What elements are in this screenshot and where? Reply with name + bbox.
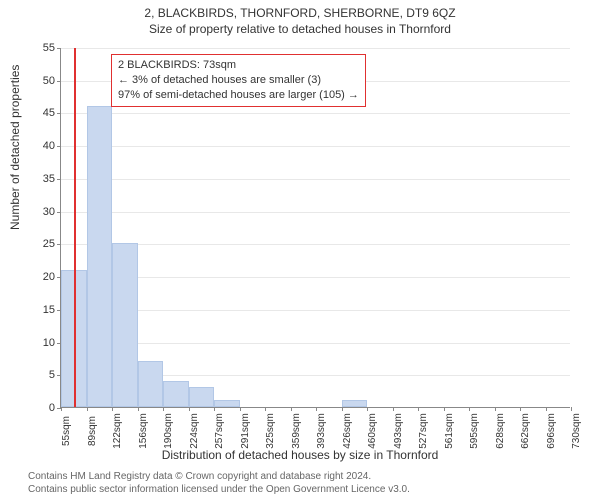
ytick-label: 40 [43, 140, 55, 152]
title-sub: Size of property relative to detached ho… [0, 22, 600, 36]
xtick-mark [469, 407, 470, 411]
ytick-label: 0 [49, 402, 55, 414]
xtick-label: 55sqm [61, 416, 72, 446]
gridline-h [61, 113, 570, 114]
plot-region: 051015202530354045505555sqm89sqm122sqm15… [60, 48, 570, 408]
histogram-bar [163, 381, 189, 407]
xtick-label: 696sqm [546, 413, 557, 449]
xtick-mark [87, 407, 88, 411]
ytick-label: 50 [43, 75, 55, 87]
ytick-label: 10 [43, 337, 55, 349]
footer-line-2: Contains public sector information licen… [28, 483, 410, 496]
ytick-label: 20 [43, 271, 55, 283]
xtick-mark [571, 407, 572, 411]
xtick-label: 460sqm [367, 413, 378, 449]
xtick-mark [138, 407, 139, 411]
xtick-label: 493sqm [393, 413, 404, 449]
ytick-label: 45 [43, 107, 55, 119]
xtick-label: 89sqm [87, 416, 98, 446]
xtick-mark [265, 407, 266, 411]
xtick-mark [291, 407, 292, 411]
footer-line-1: Contains HM Land Registry data © Crown c… [28, 470, 410, 483]
xtick-label: 156sqm [138, 413, 149, 449]
ytick-mark [57, 113, 61, 114]
xtick-mark [342, 407, 343, 411]
ytick-label: 35 [43, 173, 55, 185]
gridline-h [61, 146, 570, 147]
xtick-label: 122sqm [112, 413, 123, 449]
ytick-label: 30 [43, 206, 55, 218]
xtick-mark [520, 407, 521, 411]
xtick-label: 359sqm [291, 413, 302, 449]
xtick-mark [112, 407, 113, 411]
gridline-h [61, 212, 570, 213]
xtick-mark [546, 407, 547, 411]
xtick-mark [444, 407, 445, 411]
chart-area: 051015202530354045505555sqm89sqm122sqm15… [60, 48, 570, 408]
title-block: 2, BLACKBIRDS, THORNFORD, SHERBORNE, DT9… [0, 0, 600, 36]
ytick-label: 15 [43, 304, 55, 316]
annotation-line: 2 BLACKBIRDS: 73sqm [118, 58, 359, 73]
ytick-mark [57, 179, 61, 180]
xtick-label: 662sqm [520, 413, 531, 449]
annotation-box: 2 BLACKBIRDS: 73sqm← 3% of detached hous… [111, 54, 366, 107]
ytick-mark [57, 146, 61, 147]
annotation-line: 97% of semi-detached houses are larger (… [118, 88, 359, 103]
xtick-label: 291sqm [240, 413, 251, 449]
reference-line [74, 48, 76, 407]
xtick-mark [240, 407, 241, 411]
xtick-mark [189, 407, 190, 411]
histogram-bar [189, 387, 215, 407]
xtick-label: 426sqm [342, 413, 353, 449]
xtick-mark [61, 407, 62, 411]
y-axis-label: Number of detached properties [8, 65, 22, 230]
histogram-bar [214, 400, 240, 407]
xtick-mark [163, 407, 164, 411]
xtick-mark [214, 407, 215, 411]
xtick-label: 224sqm [189, 413, 200, 449]
histogram-bar [138, 361, 164, 407]
histogram-bar [112, 243, 138, 407]
ytick-label: 5 [49, 369, 55, 381]
xtick-label: 595sqm [469, 413, 480, 449]
histogram-bar [87, 106, 113, 407]
xtick-label: 561sqm [444, 413, 455, 449]
xtick-label: 730sqm [571, 413, 582, 449]
xtick-mark [367, 407, 368, 411]
ytick-label: 55 [43, 42, 55, 54]
xtick-mark [316, 407, 317, 411]
gridline-h [61, 179, 570, 180]
annotation-line: ← 3% of detached houses are smaller (3) [118, 73, 359, 88]
xtick-mark [418, 407, 419, 411]
chart-container: { "title": { "main": "2, BLACKBIRDS, THO… [0, 0, 600, 500]
xtick-label: 628sqm [495, 413, 506, 449]
ytick-mark [57, 48, 61, 49]
xtick-label: 257sqm [214, 413, 225, 449]
ytick-mark [57, 244, 61, 245]
xtick-label: 325sqm [265, 413, 276, 449]
xtick-mark [393, 407, 394, 411]
ytick-label: 25 [43, 238, 55, 250]
histogram-bar [342, 400, 368, 407]
ytick-mark [57, 81, 61, 82]
gridline-h [61, 48, 570, 49]
title-main: 2, BLACKBIRDS, THORNFORD, SHERBORNE, DT9… [0, 6, 600, 20]
xtick-label: 190sqm [163, 413, 174, 449]
xtick-mark [495, 407, 496, 411]
ytick-mark [57, 212, 61, 213]
xtick-label: 393sqm [316, 413, 327, 449]
x-axis-label: Distribution of detached houses by size … [0, 448, 600, 462]
footer-attribution: Contains HM Land Registry data © Crown c… [28, 470, 410, 496]
xtick-label: 527sqm [418, 413, 429, 449]
